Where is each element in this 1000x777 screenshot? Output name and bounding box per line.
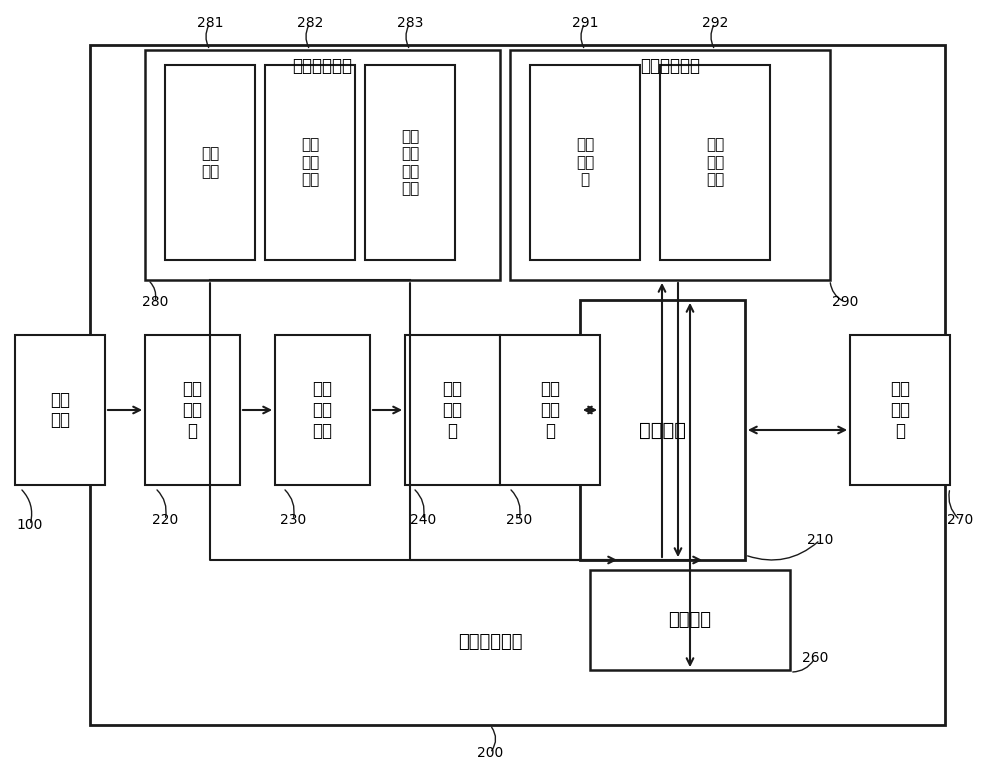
Text: 感应
涡流
充电
电路: 感应 涡流 充电 电路 [401, 129, 419, 196]
Bar [365, 65, 455, 260]
Text: 220: 220 [152, 513, 178, 527]
Text: 按钮
配置
单元: 按钮 配置 单元 [706, 138, 724, 187]
Text: 290: 290 [832, 295, 858, 309]
Text: 显示输入模块: 显示输入模块 [640, 57, 700, 75]
Bar [850, 335, 950, 485]
Bar [90, 45, 945, 725]
Text: 静电
保护
单元: 静电 保护 单元 [312, 380, 332, 440]
Text: 信号处理系统: 信号处理系统 [458, 633, 522, 651]
Text: 电源管理系统: 电源管理系统 [292, 57, 352, 75]
Text: 状态
显示
灯: 状态 显示 灯 [576, 138, 594, 187]
Text: 210: 210 [807, 533, 833, 547]
Bar [145, 50, 500, 280]
Text: 250: 250 [506, 513, 532, 527]
Text: 292: 292 [702, 16, 728, 30]
Bar [405, 335, 500, 485]
Bar [165, 65, 255, 260]
Bar [530, 65, 640, 260]
Text: 270: 270 [947, 513, 973, 527]
Text: 仪表
放大
器: 仪表 放大 器 [442, 380, 462, 440]
Text: 280: 280 [142, 295, 168, 309]
Text: 微控制器: 微控制器 [639, 420, 686, 440]
Bar [500, 335, 600, 485]
Bar [510, 50, 830, 280]
Text: 200: 200 [477, 746, 503, 760]
Text: 230: 230 [280, 513, 306, 527]
Text: 模数
转换
器: 模数 转换 器 [540, 380, 560, 440]
Text: 282: 282 [297, 16, 323, 30]
Bar [275, 335, 370, 485]
Text: 射频
收发
器: 射频 收发 器 [890, 380, 910, 440]
Text: 程序
存储
单元: 程序 存储 单元 [301, 138, 319, 187]
Bar [265, 65, 355, 260]
Bar [15, 335, 105, 485]
Text: 281: 281 [197, 16, 223, 30]
Text: 采集
电极: 采集 电极 [50, 391, 70, 430]
Text: 电源
模块: 电源 模块 [201, 146, 219, 179]
Bar [145, 335, 240, 485]
Bar [660, 65, 770, 260]
Text: 283: 283 [397, 16, 423, 30]
Bar [580, 300, 745, 560]
Text: 260: 260 [802, 651, 828, 665]
Text: 输入
滤波
器: 输入 滤波 器 [182, 380, 202, 440]
Text: 240: 240 [410, 513, 436, 527]
Text: 291: 291 [572, 16, 598, 30]
Bar [590, 570, 790, 670]
Text: 存储模块: 存储模块 [668, 611, 712, 629]
Text: 100: 100 [17, 518, 43, 532]
